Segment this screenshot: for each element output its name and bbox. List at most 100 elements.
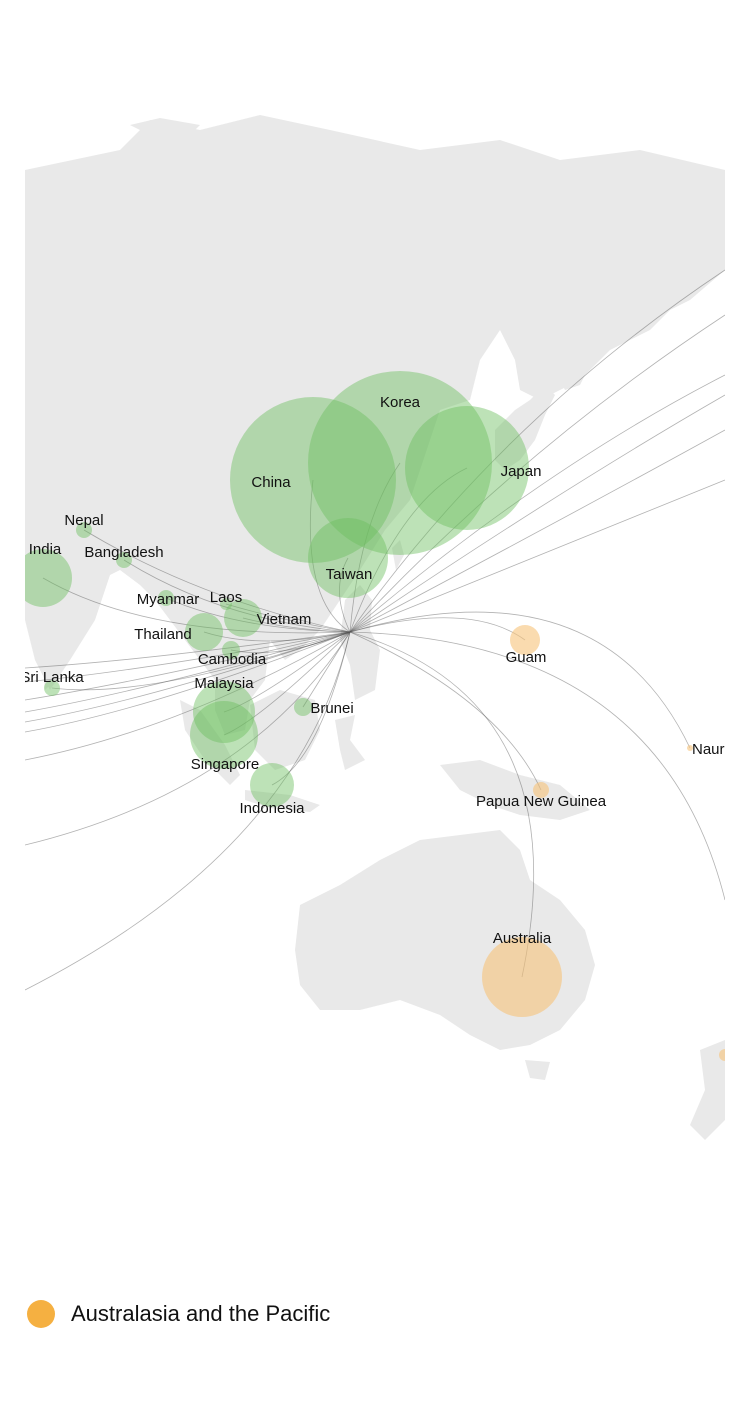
bubble-nauru[interactable]	[687, 745, 693, 751]
flow-lines	[24, 269, 726, 991]
flow-line	[349, 631, 726, 901]
bubble-malaysia[interactable]	[193, 681, 255, 743]
flow-line	[271, 631, 351, 786]
label-thailand: Thailand	[134, 626, 192, 643]
flow-line	[349, 394, 726, 633]
flow-line	[223, 631, 351, 736]
land-sulawesi	[335, 715, 365, 770]
flow-line	[24, 631, 351, 701]
label-indonesia: Indonesia	[239, 800, 305, 817]
label-singapore: Singapore	[191, 756, 259, 773]
bubble-thailand[interactable]	[185, 613, 223, 651]
label-korea: Korea	[380, 394, 421, 411]
land-new-zealand	[690, 1040, 725, 1140]
flow-line	[24, 631, 351, 723]
flow-line	[24, 631, 351, 761]
flow-line	[225, 603, 351, 633]
flow-line	[24, 631, 351, 713]
flow-line	[349, 617, 526, 641]
flow-line	[349, 462, 401, 633]
land-borneo	[250, 690, 320, 770]
bubble-indonesia[interactable]	[250, 763, 294, 807]
bubble-taiwan[interactable]	[308, 518, 388, 598]
land-hokkaido	[555, 355, 590, 390]
label-japan: Japan	[501, 463, 542, 480]
label-vietnam: Vietnam	[257, 611, 312, 628]
land-india	[25, 520, 110, 690]
bubble-bangladesh[interactable]	[116, 552, 132, 568]
bubble-nepal[interactable]	[76, 522, 92, 538]
label-guam: Guam	[506, 649, 547, 666]
flow-line	[24, 631, 351, 733]
bubble-sri-lanka[interactable]	[44, 680, 60, 696]
bubbles	[14, 371, 731, 1061]
land-philippines	[340, 585, 380, 700]
label-malaysia: Malaysia	[194, 675, 254, 692]
flow-line	[349, 429, 726, 633]
bubble-guam[interactable]	[510, 625, 540, 655]
label-bangladesh: Bangladesh	[84, 544, 163, 561]
flow-line	[223, 631, 351, 713]
label-sri-lanka: Sri Lanka	[20, 669, 84, 686]
flow-line	[349, 611, 691, 749]
flow-line	[165, 597, 351, 633]
bubble-korea[interactable]	[308, 371, 492, 555]
flow-line	[349, 631, 542, 791]
land-tasmania	[525, 1060, 550, 1080]
flow-line	[24, 631, 351, 846]
legend: Australasia and the Pacific	[27, 1300, 330, 1328]
label-brunei: Brunei	[310, 700, 353, 717]
land-kamchatka	[610, 225, 725, 320]
land-java	[245, 790, 320, 812]
flow-line	[24, 631, 351, 669]
label-china: China	[251, 474, 291, 491]
bubble-japan[interactable]	[405, 406, 529, 530]
land-japan	[495, 385, 555, 470]
bubble-papua-new-guinea[interactable]	[533, 782, 549, 798]
flow-line	[230, 631, 351, 654]
bubble-brunei[interactable]	[294, 698, 312, 716]
land-greenland	[130, 118, 200, 135]
flow-line	[51, 631, 351, 691]
left-margin	[0, 0, 25, 1417]
label-nepal: Nepal	[64, 512, 103, 529]
flow-line	[339, 557, 351, 633]
flow-line	[24, 631, 351, 991]
right-margin	[725, 0, 750, 1417]
bubble-australia[interactable]	[482, 937, 562, 1017]
label-cambodia: Cambodia	[198, 651, 267, 668]
flow-line	[203, 631, 351, 642]
label-nauru: Nauru	[692, 741, 733, 758]
land-asia	[25, 115, 725, 735]
land-new-guinea	[440, 760, 590, 820]
label-laos: Laos	[210, 589, 243, 606]
flow-line	[24, 631, 351, 683]
bubble-cambodia[interactable]	[222, 641, 240, 659]
bubble-china[interactable]	[230, 397, 396, 563]
legend-label: Australasia and the Pacific	[71, 1301, 331, 1326]
label-india: India	[29, 541, 62, 558]
label-myanmar: Myanmar	[137, 591, 200, 608]
flow-line	[42, 577, 351, 634]
land-sumatra	[180, 700, 240, 785]
land-layer	[25, 115, 725, 1140]
flow-line	[349, 314, 726, 633]
flow-line	[349, 269, 726, 633]
flow-line	[123, 559, 351, 633]
flow-line	[349, 631, 534, 978]
flow-line	[83, 529, 351, 633]
land-sakhalin	[600, 290, 612, 345]
legend-swatch-pacific	[27, 1300, 55, 1328]
flow-line	[349, 467, 468, 633]
labels: Korea China Japan Taiwan Nepal India Ban…	[20, 394, 733, 947]
land-taiwan	[392, 540, 404, 570]
label-australia: Australia	[493, 930, 552, 947]
bubble-myanmar[interactable]	[158, 590, 174, 606]
flow-line	[242, 617, 351, 633]
bubble-laos[interactable]	[220, 598, 232, 610]
bubble-vietnam[interactable]	[224, 599, 262, 637]
bubble-india[interactable]	[14, 549, 72, 607]
bubble-singapore[interactable]	[190, 701, 258, 769]
flow-line	[349, 374, 726, 633]
